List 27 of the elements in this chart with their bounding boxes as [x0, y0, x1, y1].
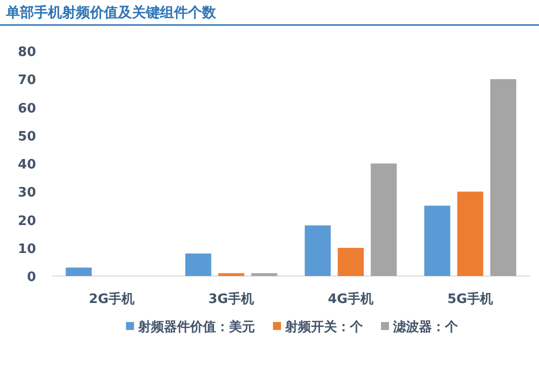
- chart-title: 单部手机射频价值及关键组件个数: [5, 4, 217, 21]
- bar: [251, 273, 278, 276]
- x-tick-label: 4G手机: [328, 291, 374, 307]
- bar: [457, 192, 484, 276]
- x-tick-label: 2G手机: [88, 291, 135, 307]
- bar: [370, 164, 397, 276]
- y-tick-label: 10: [18, 242, 36, 257]
- legend-label: 滤波器：个: [392, 320, 459, 335]
- bar: [185, 254, 212, 276]
- bar: [304, 225, 331, 276]
- y-tick-label: 60: [18, 101, 36, 116]
- y-tick-label: 80: [18, 45, 36, 60]
- legend-label: 射频器件价值：美元: [137, 319, 255, 335]
- legend-label: 射频开关：个: [284, 319, 364, 335]
- y-tick-label: 70: [18, 73, 36, 88]
- y-tick-label: 0: [26, 270, 36, 285]
- y-tick-label: 50: [18, 129, 36, 144]
- y-tick-label: 40: [18, 158, 36, 172]
- y-tick-label: 20: [18, 214, 36, 229]
- bar: [490, 79, 516, 276]
- bar: [218, 273, 244, 276]
- bar: [66, 268, 92, 276]
- bar: [424, 206, 450, 276]
- x-tick-label: 3G手机: [208, 291, 254, 307]
- x-tick-label: 5G手机: [447, 291, 494, 307]
- bar: [338, 248, 364, 276]
- y-tick-label: 30: [18, 186, 36, 201]
